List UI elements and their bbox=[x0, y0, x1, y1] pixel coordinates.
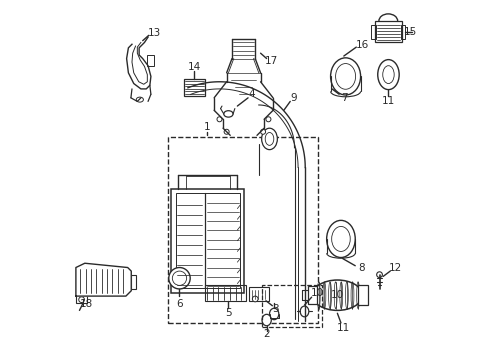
Bar bbox=[130, 275, 136, 289]
Bar bbox=[205, 285, 246, 301]
Ellipse shape bbox=[377, 60, 398, 90]
Text: 2: 2 bbox=[263, 329, 269, 339]
Text: 18: 18 bbox=[80, 299, 93, 309]
Text: 8: 8 bbox=[357, 263, 364, 273]
Text: 9: 9 bbox=[289, 93, 296, 103]
Bar bbox=[76, 296, 87, 303]
Text: 6: 6 bbox=[176, 299, 183, 309]
Text: 16: 16 bbox=[355, 40, 368, 50]
Ellipse shape bbox=[261, 128, 277, 150]
Ellipse shape bbox=[260, 129, 265, 134]
Ellipse shape bbox=[172, 271, 186, 285]
Bar bbox=[400, 24, 405, 39]
Ellipse shape bbox=[312, 280, 362, 310]
Bar bbox=[307, 287, 316, 304]
Ellipse shape bbox=[252, 296, 258, 302]
Text: 12: 12 bbox=[388, 263, 401, 273]
Ellipse shape bbox=[269, 308, 278, 320]
Polygon shape bbox=[76, 263, 131, 296]
Text: 14: 14 bbox=[187, 62, 201, 72]
Text: 10: 10 bbox=[310, 288, 323, 298]
Ellipse shape bbox=[224, 129, 229, 134]
Ellipse shape bbox=[262, 314, 271, 326]
Ellipse shape bbox=[326, 220, 354, 257]
Text: 11: 11 bbox=[381, 96, 394, 106]
Ellipse shape bbox=[376, 272, 382, 278]
Bar bbox=[167, 137, 317, 323]
Bar bbox=[183, 79, 205, 96]
Bar bbox=[147, 55, 154, 66]
Bar bbox=[171, 189, 244, 293]
Ellipse shape bbox=[136, 97, 143, 102]
Text: 17: 17 bbox=[264, 57, 278, 66]
Bar bbox=[370, 24, 375, 39]
Ellipse shape bbox=[265, 117, 270, 122]
Ellipse shape bbox=[168, 267, 190, 289]
Text: 1: 1 bbox=[203, 122, 210, 132]
Ellipse shape bbox=[217, 117, 222, 122]
Text: 3: 3 bbox=[272, 304, 279, 314]
Bar bbox=[248, 287, 268, 301]
Ellipse shape bbox=[79, 297, 84, 302]
Text: 10: 10 bbox=[330, 290, 343, 300]
Ellipse shape bbox=[300, 306, 308, 317]
Ellipse shape bbox=[264, 132, 273, 145]
Bar bbox=[261, 285, 322, 327]
Text: 11: 11 bbox=[337, 323, 350, 333]
Bar bbox=[374, 21, 401, 42]
Text: 13: 13 bbox=[147, 28, 161, 38]
Bar bbox=[175, 193, 240, 288]
Ellipse shape bbox=[330, 58, 360, 95]
Text: 15: 15 bbox=[403, 27, 416, 37]
Ellipse shape bbox=[224, 111, 233, 117]
Text: 7: 7 bbox=[341, 93, 347, 103]
Bar bbox=[357, 285, 367, 305]
Text: 4: 4 bbox=[248, 89, 254, 99]
Text: 5: 5 bbox=[224, 308, 231, 318]
